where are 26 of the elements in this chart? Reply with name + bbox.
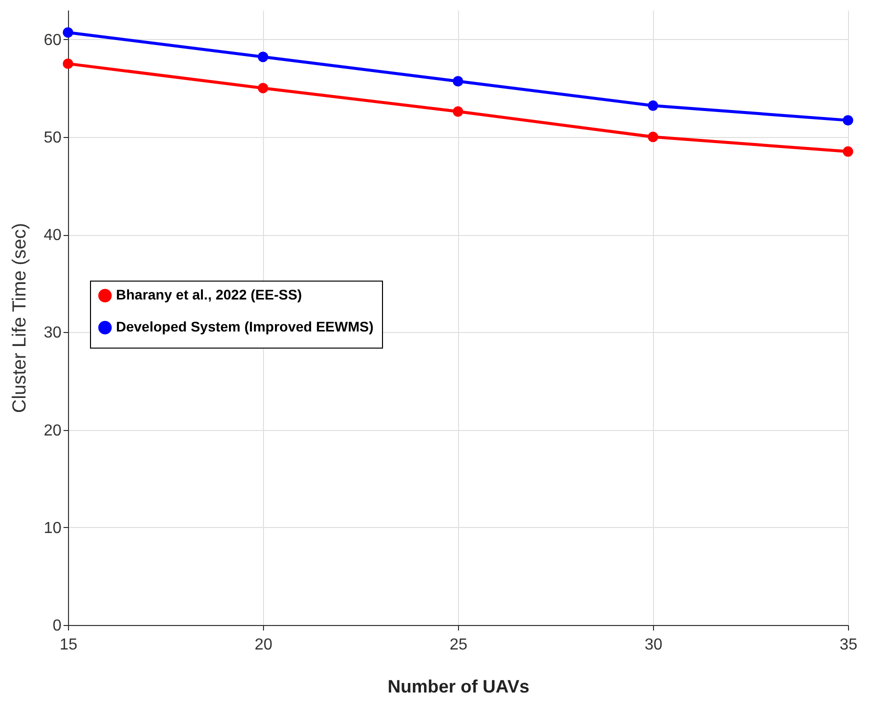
y-tick-label: 10 [44, 520, 62, 537]
point [842, 146, 854, 157]
y-axis-title: Cluster Life Time (sec) [10, 222, 31, 414]
x-tick-label: 20 [254, 636, 272, 654]
y-tick-label: 50 [44, 129, 62, 146]
x-tick-label: 35 [840, 636, 858, 654]
y-tick-label: 30 [44, 324, 62, 342]
x-tick-label: 15 [60, 636, 78, 654]
point [258, 52, 268, 62]
y-tick-label: 0 [52, 618, 62, 634]
point [842, 115, 854, 126]
legend-label: Bharany et al., 2022 (EE-SS) [116, 286, 302, 303]
point [62, 27, 74, 38]
point [452, 76, 464, 86]
point [648, 132, 658, 142]
y-tick-label: 20 [44, 422, 62, 440]
point [62, 58, 74, 69]
point [648, 100, 658, 111]
legend-label: Developed System (Improved EEWMS) [116, 318, 374, 335]
y-tick-label: 40 [44, 227, 62, 244]
point [452, 106, 464, 117]
x-tick-label: 25 [450, 636, 468, 654]
point [258, 82, 268, 94]
x-tick-label: 30 [644, 636, 662, 654]
y-tick-label: 60 [44, 32, 62, 49]
x-axis-title: Number of UAVs [388, 676, 530, 696]
